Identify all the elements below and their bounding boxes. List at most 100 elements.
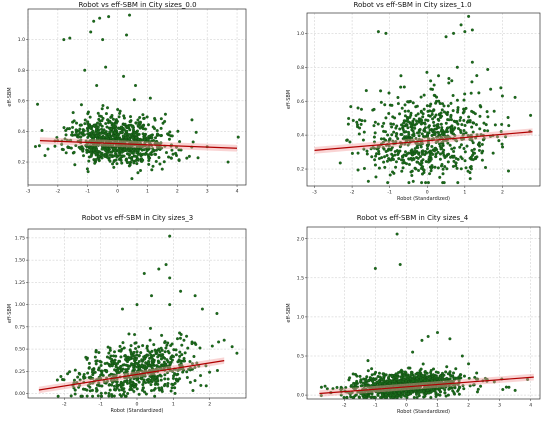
data-point xyxy=(107,351,111,355)
data-point xyxy=(390,152,394,156)
data-point xyxy=(474,155,478,159)
data-point xyxy=(425,379,429,383)
data-point xyxy=(90,368,94,372)
data-point xyxy=(421,158,425,162)
data-point xyxy=(404,123,408,127)
data-point xyxy=(74,128,78,132)
data-point xyxy=(163,119,167,123)
data-point xyxy=(415,104,419,108)
regression-line xyxy=(38,360,225,391)
data-point xyxy=(417,394,421,398)
data-point xyxy=(404,137,408,141)
data-point xyxy=(151,358,155,362)
data-point xyxy=(444,394,448,398)
data-point xyxy=(500,94,504,98)
data-point xyxy=(364,89,368,93)
data-point xyxy=(435,95,439,99)
scatter-panel-sizes-1: Robot vs eff-SBM in City sizes_1.0 -3 -2-… xyxy=(275,0,550,205)
data-point xyxy=(416,146,420,150)
y-tick-label: 1.50 xyxy=(15,258,25,264)
data-point xyxy=(454,161,458,165)
data-point xyxy=(450,147,454,151)
data-point xyxy=(399,85,403,89)
data-point xyxy=(449,374,453,378)
data-point xyxy=(141,127,145,131)
data-point xyxy=(60,142,64,146)
data-point xyxy=(355,374,359,378)
data-point xyxy=(416,112,420,116)
data-point xyxy=(463,123,467,127)
data-point xyxy=(173,386,177,390)
data-point xyxy=(125,160,129,164)
data-point xyxy=(404,379,408,383)
data-point xyxy=(407,157,411,161)
data-point xyxy=(440,371,444,375)
data-point xyxy=(440,114,444,118)
data-point xyxy=(380,124,384,128)
data-point xyxy=(174,348,178,352)
data-point xyxy=(175,377,179,381)
data-point xyxy=(449,385,453,389)
data-point xyxy=(154,136,158,140)
data-point xyxy=(440,374,444,378)
data-point xyxy=(378,382,382,386)
x-tick-label: 2 xyxy=(467,403,470,409)
data-point xyxy=(391,382,395,386)
data-point xyxy=(135,162,139,166)
data-point xyxy=(99,131,103,135)
data-point xyxy=(171,355,175,359)
data-point xyxy=(441,167,445,171)
data-point xyxy=(416,160,420,164)
data-point xyxy=(137,392,141,396)
data-point xyxy=(395,395,399,399)
data-point xyxy=(394,126,398,130)
outlier-point xyxy=(135,303,139,307)
data-point xyxy=(83,387,87,391)
data-point xyxy=(427,125,431,129)
x-tick-label: 2 xyxy=(208,402,211,408)
data-point xyxy=(451,164,455,168)
data-point xyxy=(454,367,458,371)
data-point xyxy=(92,124,96,128)
data-point xyxy=(199,374,203,378)
data-point xyxy=(115,383,119,387)
data-point xyxy=(493,123,497,127)
data-point xyxy=(392,390,396,394)
data-point xyxy=(424,160,428,164)
data-point xyxy=(138,116,142,120)
chart-title: Robot vs eff-SBM in City sizes_1.0 xyxy=(353,1,472,9)
data-point xyxy=(369,384,373,388)
data-point xyxy=(137,359,141,363)
data-point xyxy=(395,388,399,392)
data-point xyxy=(87,131,91,135)
data-point xyxy=(112,384,116,388)
data-point xyxy=(477,91,481,95)
data-point xyxy=(424,391,428,395)
data-point xyxy=(398,127,402,131)
data-point xyxy=(390,125,394,129)
data-point xyxy=(434,375,438,379)
data-point xyxy=(153,386,157,390)
outlier-point xyxy=(83,68,87,72)
data-point xyxy=(430,389,434,393)
data-point xyxy=(158,350,162,354)
data-point xyxy=(401,166,405,170)
data-point xyxy=(470,80,474,84)
data-point xyxy=(191,140,195,144)
outlier-point xyxy=(467,14,471,18)
data-point xyxy=(500,122,504,126)
data-point xyxy=(175,373,179,377)
data-point xyxy=(70,130,74,134)
data-point xyxy=(106,156,110,160)
data-point xyxy=(433,147,437,151)
outlier-point xyxy=(89,30,93,34)
data-point xyxy=(163,356,167,360)
data-point xyxy=(396,137,400,141)
x-tick-label: 4 xyxy=(236,189,239,195)
x-tick-label: -3 xyxy=(312,190,317,196)
x-tick-label: 3 xyxy=(498,403,501,409)
data-point xyxy=(469,155,473,159)
data-point xyxy=(356,168,360,172)
data-point xyxy=(467,376,471,380)
data-point xyxy=(475,74,479,78)
